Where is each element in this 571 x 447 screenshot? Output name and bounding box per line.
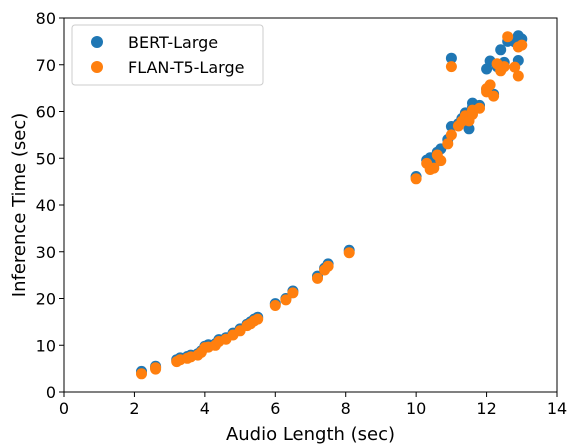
point-flan-t5-large-2 [150,362,162,374]
y-tick-label-30: 30 [36,243,56,262]
x-tick-label-12: 12 [476,399,496,418]
x-tick-label-14: 14 [547,399,567,418]
y-tick-label-0: 0 [46,383,56,402]
y-tick-label-80: 80 [36,9,56,28]
point-bert-large-39 [463,123,475,135]
y-tick-label-10: 10 [36,336,56,355]
x-tick-label-6: 6 [270,399,280,418]
point-flan-t5-large-21 [280,294,292,306]
y-tick-label-20: 20 [36,290,56,309]
point-flan-t5-large-0 [136,368,147,380]
point-flan-t5-large-34 [445,129,457,141]
legend-label-bert-large: BERT-Large [128,33,218,52]
x-tick-label-8: 8 [341,399,351,418]
legend-box [71,24,264,86]
y-axis-label: Inference Time (sec) [9,113,30,297]
y-tick-label-50: 50 [36,149,56,168]
y-tick-label-40: 40 [36,196,56,215]
point-flan-t5-large-32 [435,155,447,167]
point-flan-t5-large-46 [488,90,500,102]
legend: BERT-Large FLAN-T5-Large [71,24,264,86]
point-flan-t5-large-51 [509,61,521,73]
point-flan-t5-large-20 [269,300,281,311]
legend-marker-bert-large [91,36,103,48]
point-flan-t5-large-49 [498,61,510,73]
point-flan-t5-large-26 [343,247,355,259]
y-tick-label-70: 70 [36,56,56,75]
point-flan-t5-large-33 [442,138,454,150]
point-bert-large-48 [495,44,507,56]
point-flan-t5-large-54 [516,39,528,51]
legend-marker-flan-t5-large [91,61,103,73]
point-flan-t5-large-45 [484,79,496,91]
x-tick-label-10: 10 [406,399,426,418]
point-flan-t5-large-23 [312,272,323,284]
plot-markers [136,30,528,380]
x-tick-label-0: 0 [59,399,69,418]
x-tick-label-2: 2 [129,399,139,418]
x-axis-label: Audio Length (sec) [226,424,395,445]
point-bert-large-35 [445,52,457,64]
point-flan-t5-large-52 [512,70,524,82]
x-tick-label-4: 4 [200,399,210,418]
point-flan-t5-large-30 [428,162,440,174]
point-flan-t5-large-19 [252,313,264,325]
axis-ticks: 0 2 4 6 8 10 12 14 0 10 20 30 40 50 60 70 80 [36,9,568,418]
point-flan-t5-large-50 [502,31,514,43]
legend-label-flan-t5-large: FLAN-T5-Large [128,58,244,77]
point-flan-t5-large-35 [445,61,457,73]
point-flan-t5-large-22 [287,287,299,299]
point-flan-t5-large-42 [474,102,485,114]
point-flan-t5-large-25 [322,260,334,272]
point-flan-t5-large-27 [410,173,422,185]
y-tick-label-60: 60 [36,103,56,122]
